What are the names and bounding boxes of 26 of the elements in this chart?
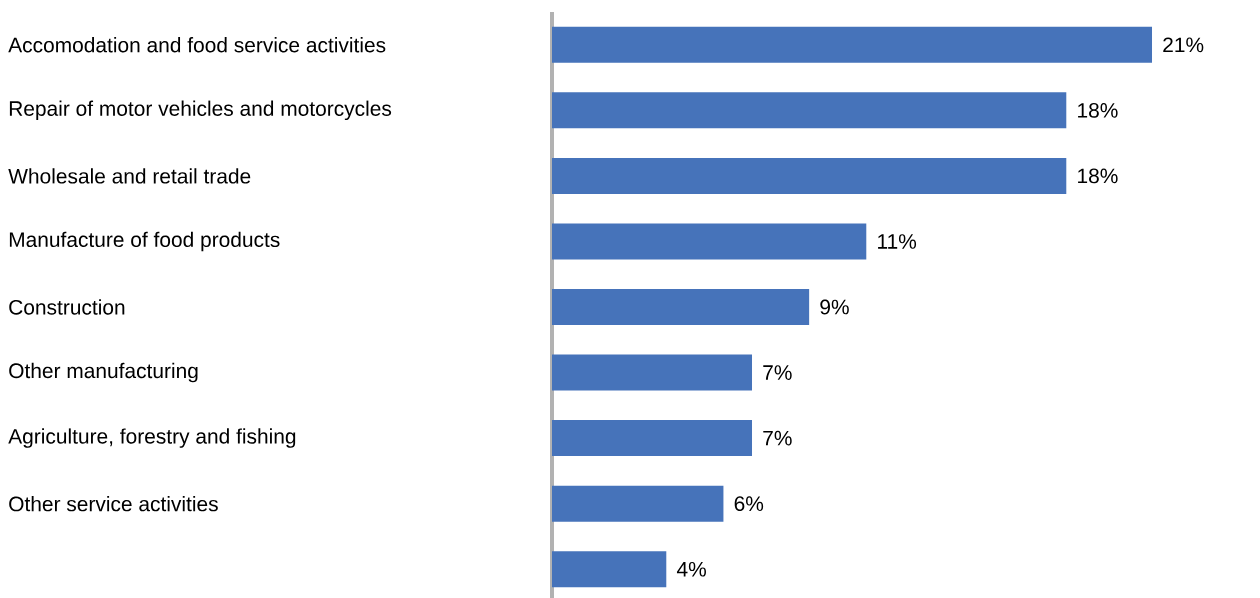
data-label: 11% [878,234,917,249]
y-tick-label: Manufacture of food products [9,231,280,252]
y-tick-label: Construction [9,299,125,315]
bar [552,92,1067,129]
data-label: 18% [1078,102,1118,118]
bar [552,223,867,260]
y-tick-label: Repair of motor vehicles and motorcycles [9,100,392,121]
bar [552,420,752,457]
bar [552,485,724,522]
y-tick-label: Other service activities [9,496,218,512]
data-label: 21% [1163,37,1204,53]
y-tick-label: Accomodation and food service activities [8,37,386,53]
y-tick-label: Agriculture, forestry and fishing [8,428,296,448]
data-label: 9% [820,299,849,315]
data-label: 7% [763,430,792,446]
bar [552,26,1153,63]
y-tick-label: Wholesale and retail trade [8,168,251,184]
bar [552,157,1067,194]
bar [552,354,752,391]
data-label: 18% [1078,168,1118,184]
bar [552,551,667,588]
y-tick-label: Other manufacturing [9,362,198,383]
data-label: 7% [763,365,792,380]
bar [552,289,810,326]
data-label: 6% [734,496,764,512]
data-label: 4% [676,561,706,577]
